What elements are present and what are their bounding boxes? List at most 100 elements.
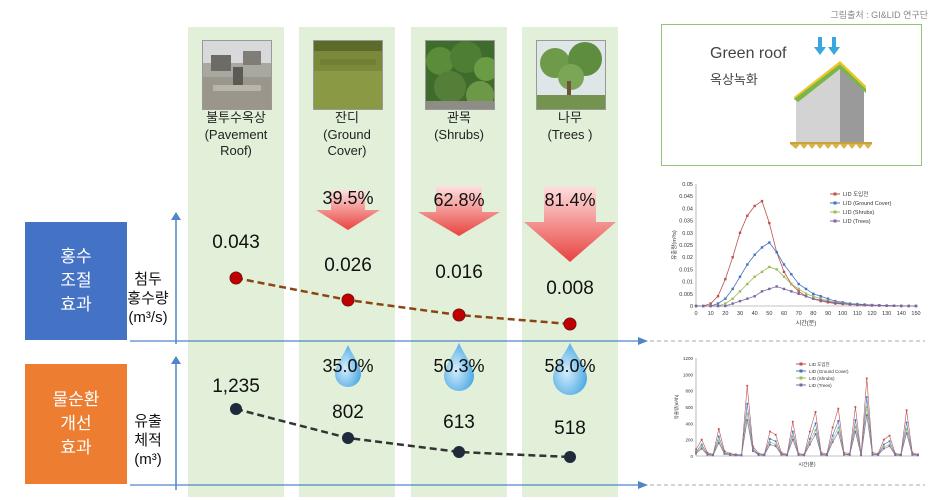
flood-reduction: 39.5%: [322, 188, 374, 208]
y-axis-label: 유출량(m³/s): [670, 230, 678, 260]
data-point: [888, 443, 891, 446]
water-drop-3: [553, 343, 587, 395]
data-point: [826, 297, 830, 300]
data-point: [826, 454, 828, 457]
label-ko: 나무: [558, 110, 582, 125]
data-point: [907, 304, 910, 308]
data-point: [791, 438, 794, 441]
flood-point: [452, 308, 466, 322]
data-point: [837, 426, 840, 429]
data-point: [760, 246, 764, 249]
data-point: [870, 304, 874, 307]
data-point: [791, 430, 794, 433]
water-reduction: 35.0%: [322, 356, 374, 376]
data-point: [882, 447, 885, 450]
label-ko: 잔디: [335, 110, 359, 125]
trees-photo: [536, 40, 606, 110]
peak-flow-chart-svg: 0 0.005 0.01 0.015 0.02 0.025 0.03 0.035 0.04 0.0…: [670, 182, 921, 327]
data-point: [768, 287, 771, 291]
data-point: [837, 419, 840, 422]
data-point: [775, 268, 778, 271]
flood-reduction: 81.4%: [544, 190, 596, 210]
data-point: [917, 454, 919, 457]
data-point: [831, 434, 834, 437]
data-point: [841, 302, 844, 305]
data-point: [843, 453, 845, 456]
x-axis-label: 시간(분): [798, 461, 815, 468]
series-line: [695, 415, 919, 456]
x-tick-label: 130: [882, 311, 891, 317]
data-point: [746, 263, 749, 266]
data-point: [731, 297, 734, 300]
data-point: [848, 303, 852, 306]
y-tick-label: 0.04: [682, 206, 693, 212]
data-point: [786, 454, 788, 457]
data-point: [808, 443, 811, 446]
data-point: [905, 432, 908, 435]
data-point: [914, 304, 918, 308]
y-tick-label: 200: [685, 438, 693, 443]
data-point: [863, 303, 866, 307]
x-tick-label: 120: [867, 311, 876, 317]
data-point: [791, 420, 794, 423]
label-en: (Shrubs): [434, 126, 484, 142]
data-point: [760, 270, 764, 274]
flood-control-box: 홍수 조절 효과: [25, 222, 127, 340]
flood-point: [341, 293, 355, 307]
data-point: [723, 450, 726, 452]
water-unit-label: 유출 체적 (m³): [118, 412, 178, 469]
data-point: [700, 443, 703, 446]
legend-marker: [799, 383, 803, 387]
x-axis-label: 시간(분): [796, 319, 817, 327]
water-value: 802: [332, 402, 364, 423]
unit-line: 유출: [134, 413, 162, 430]
data-point: [740, 454, 743, 457]
data-point: [882, 438, 885, 441]
series-line: [696, 200, 916, 307]
label-en: (Trees ): [547, 126, 593, 142]
y-tick-label: 0.005: [679, 292, 693, 298]
data-point: [716, 304, 720, 308]
data-point: [790, 273, 793, 276]
reduction-arrow-1: [316, 190, 380, 230]
legend-marker: [833, 219, 837, 223]
x-tick-label: 70: [796, 311, 802, 317]
green-roof-panel: Green roof 옥상녹화: [661, 24, 922, 166]
data-point: [782, 270, 786, 274]
data-point: [790, 282, 793, 286]
data-point: [738, 231, 742, 234]
green-roof-house-illustration: [790, 37, 872, 149]
data-point: [820, 453, 823, 456]
data-point: [775, 285, 778, 288]
unit-line: 첨두: [134, 271, 162, 288]
data-point: [700, 447, 703, 450]
data-point: [797, 290, 800, 293]
label-en: (Ground: [323, 126, 371, 142]
flood-value: 0.043: [212, 232, 260, 253]
data-point: [837, 407, 840, 410]
data-point: [738, 275, 742, 278]
data-point: [774, 433, 777, 436]
data-point: [837, 431, 840, 434]
y-tick-label: 1000: [683, 372, 694, 377]
data-point: [812, 292, 815, 295]
y-tick-label: 0.03: [682, 231, 693, 237]
data-point: [819, 297, 822, 300]
flood-point: [563, 317, 577, 331]
runoff-volume-chart: 0 200 400 600 800 1000 1200 시간(분) 유출량(m³/h) LID 도…: [668, 350, 926, 472]
data-point: [834, 301, 837, 305]
data-point: [760, 199, 764, 203]
data-point: [905, 409, 908, 412]
legend-marker: [833, 210, 837, 214]
legend-marker: [833, 201, 837, 205]
data-point: [814, 411, 817, 413]
data-point: [775, 251, 778, 254]
unit-line: (m³): [134, 451, 162, 468]
data-point: [757, 454, 760, 456]
data-point: [804, 287, 808, 291]
y-tick-label: 400: [685, 421, 693, 426]
water-trend-line: [235, 407, 571, 459]
water-reduction: 58.0%: [544, 356, 596, 376]
data-point: [831, 438, 834, 441]
shrubs-photo: [425, 40, 495, 110]
